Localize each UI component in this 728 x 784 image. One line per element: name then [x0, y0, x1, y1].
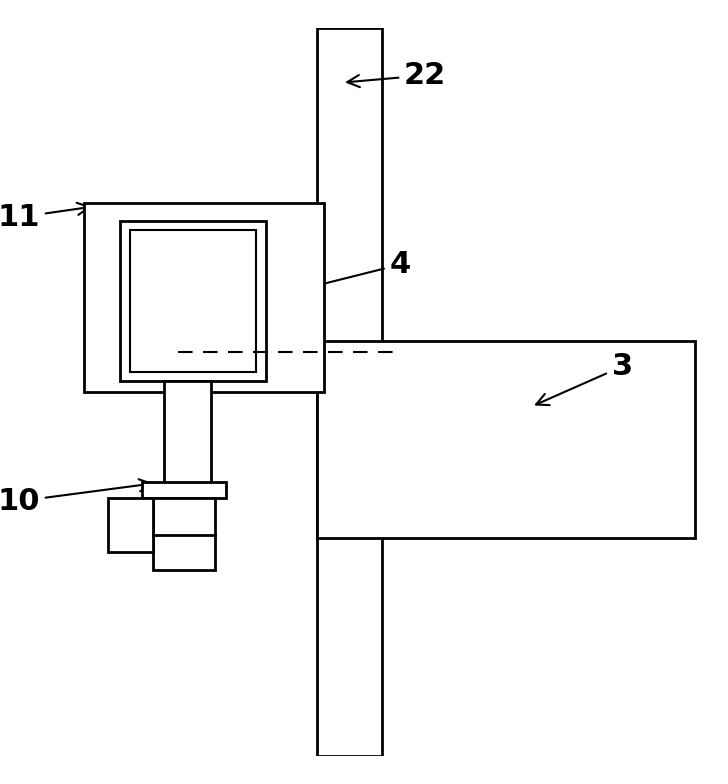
- Text: 22: 22: [347, 61, 446, 90]
- Bar: [153, 498, 215, 571]
- Text: 3: 3: [536, 352, 633, 405]
- Bar: [317, 28, 382, 756]
- Bar: [130, 230, 256, 372]
- Bar: [164, 381, 211, 487]
- Bar: [142, 481, 226, 498]
- Bar: [120, 221, 266, 381]
- Bar: [108, 498, 153, 552]
- Text: 11: 11: [0, 203, 90, 232]
- Text: 10: 10: [0, 479, 151, 516]
- Bar: [317, 341, 695, 538]
- Bar: [84, 203, 324, 392]
- Text: 4: 4: [187, 250, 411, 321]
